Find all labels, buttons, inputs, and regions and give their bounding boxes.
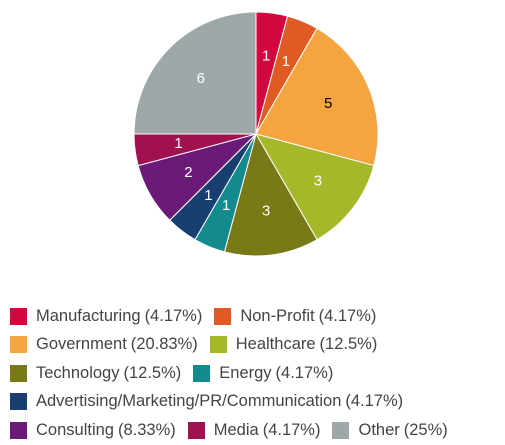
legend-item: Non-Profit (4.17%) <box>214 307 376 326</box>
legend-label: Manufacturing <box>36 306 141 325</box>
legend-label: Advertising/Marketing/PR/Communication <box>36 392 342 411</box>
legend-percent: (25%) <box>403 420 448 439</box>
slice-label: 3 <box>314 173 322 190</box>
slice-label: 1 <box>204 187 212 204</box>
legend-label: Technology <box>36 363 120 382</box>
legend-item: Healthcare (12.5%) <box>209 335 378 354</box>
legend-percent: (4.17%) <box>144 306 203 325</box>
legend-percent: (12.5%) <box>319 335 378 354</box>
legend-row: Manufacturing (4.17%) Non-Profit (4.17%) <box>10 302 460 331</box>
legend-swatch <box>10 336 27 354</box>
legend-percent: (4.17%) <box>345 392 404 411</box>
slice-label: 3 <box>262 202 270 219</box>
slice-label: 1 <box>282 53 290 70</box>
legend-item: Government (20.83%) <box>10 335 198 354</box>
legend-row: Technology (12.5%) Energy (4.17%) <box>10 359 460 388</box>
legend-swatch <box>209 336 227 354</box>
legend-swatch <box>187 421 205 439</box>
slice-label: 1 <box>174 135 182 152</box>
legend-percent: (4.17%) <box>262 420 321 439</box>
legend-item: Media (4.17%) <box>187 420 321 440</box>
legend-label: Government <box>36 335 127 354</box>
legend-swatch <box>332 421 350 439</box>
legend-label: Media <box>213 420 259 439</box>
legend-swatch <box>10 421 27 439</box>
slice-label: 1 <box>262 48 270 65</box>
legend-label: Healthcare <box>235 335 316 354</box>
legend-label: Other <box>358 420 400 439</box>
legend-label: Energy <box>219 363 272 382</box>
legend-item: Other (25%) <box>332 420 448 440</box>
legend-label: Non-Profit <box>240 306 315 325</box>
legend-percent: (4.17%) <box>275 363 334 382</box>
legend-percent: (12.5%) <box>123 363 182 382</box>
legend-item: Advertising/Marketing/PR/Communication (4… <box>10 392 403 411</box>
slice-label: 5 <box>324 95 332 112</box>
legend-swatch <box>193 364 211 382</box>
legend-item: Energy (4.17%) <box>193 364 333 383</box>
legend-percent: (8.33%) <box>117 420 176 439</box>
legend-label: Consulting <box>36 420 114 439</box>
legend-percent: (20.83%) <box>130 335 198 354</box>
slice-label: 6 <box>197 70 205 87</box>
legend: Manufacturing (4.17%) Non-Profit (4.17%) Gov… <box>10 302 460 445</box>
slice <box>133 11 257 135</box>
legend-item: Consulting (8.33%) <box>10 421 176 440</box>
slice-label: 2 <box>184 164 192 181</box>
legend-percent: (4.17%) <box>318 306 377 325</box>
legend-swatch <box>214 307 232 325</box>
legend-row: Consulting (8.33%) Media (4.17%) Other (25%) <box>10 416 460 445</box>
slice <box>223 132 318 257</box>
legend-row: Advertising/Marketing/PR/Communication (4… <box>10 388 460 417</box>
legend-item: Manufacturing (4.17%) <box>10 307 202 326</box>
slice-label: 1 <box>222 197 230 214</box>
legend-row: Government (20.83%) Healthcare (12.5%) <box>10 331 460 360</box>
legend-item: Technology (12.5%) <box>10 364 181 383</box>
legend-swatch <box>10 393 27 411</box>
legend-swatch <box>10 364 27 382</box>
legend-swatch <box>10 307 27 325</box>
slice <box>255 27 379 167</box>
slice <box>254 133 375 241</box>
